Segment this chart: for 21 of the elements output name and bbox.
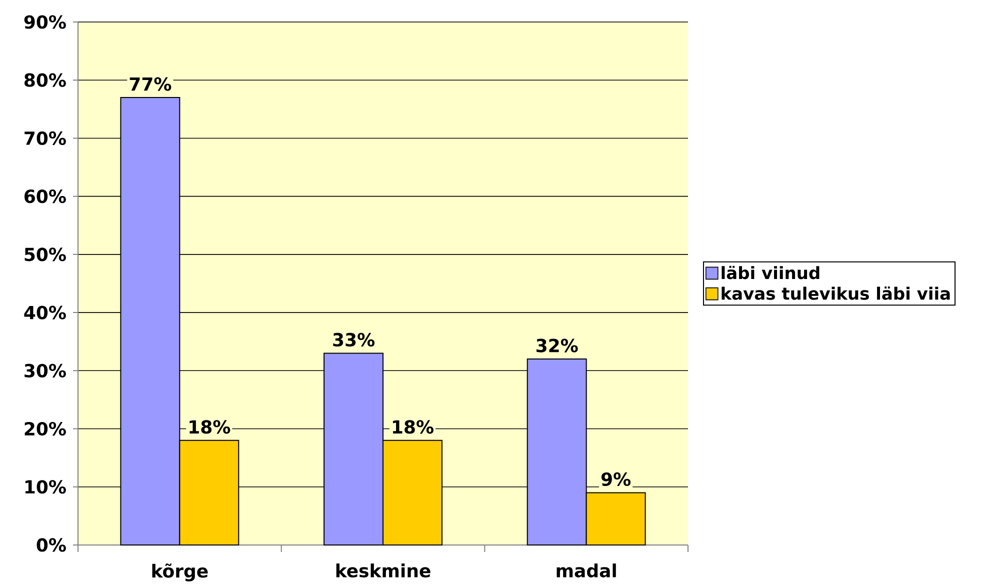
y-tick-label: 10% xyxy=(25,480,66,494)
y-tick-label: 70% xyxy=(24,132,66,146)
y-tick-label: 20% xyxy=(24,422,66,436)
legend-label: läbi viinud xyxy=(722,266,820,280)
data-label: 9% xyxy=(601,472,631,486)
data-label: 77% xyxy=(130,77,172,91)
y-tick-label: 30% xyxy=(24,364,66,378)
y-tick-label: 90% xyxy=(24,15,66,29)
y-tick-label: 40% xyxy=(24,306,66,320)
data-label: 33% xyxy=(333,333,375,347)
y-tick-label: 0% xyxy=(36,538,66,552)
x-tick-label: keskmine xyxy=(336,564,430,578)
y-tick-label: 60% xyxy=(24,190,66,204)
y-tick-label: 50% xyxy=(24,248,66,262)
x-tick-label: kõrge xyxy=(152,564,208,582)
data-label: 32% xyxy=(536,338,578,352)
data-label: 18% xyxy=(190,420,230,434)
data-label: 18% xyxy=(392,420,434,434)
y-tick-label: 80% xyxy=(24,73,66,88)
legend-label: kavas tulevikus läbi viia xyxy=(722,286,950,300)
x-tick-label: madal xyxy=(556,564,616,578)
